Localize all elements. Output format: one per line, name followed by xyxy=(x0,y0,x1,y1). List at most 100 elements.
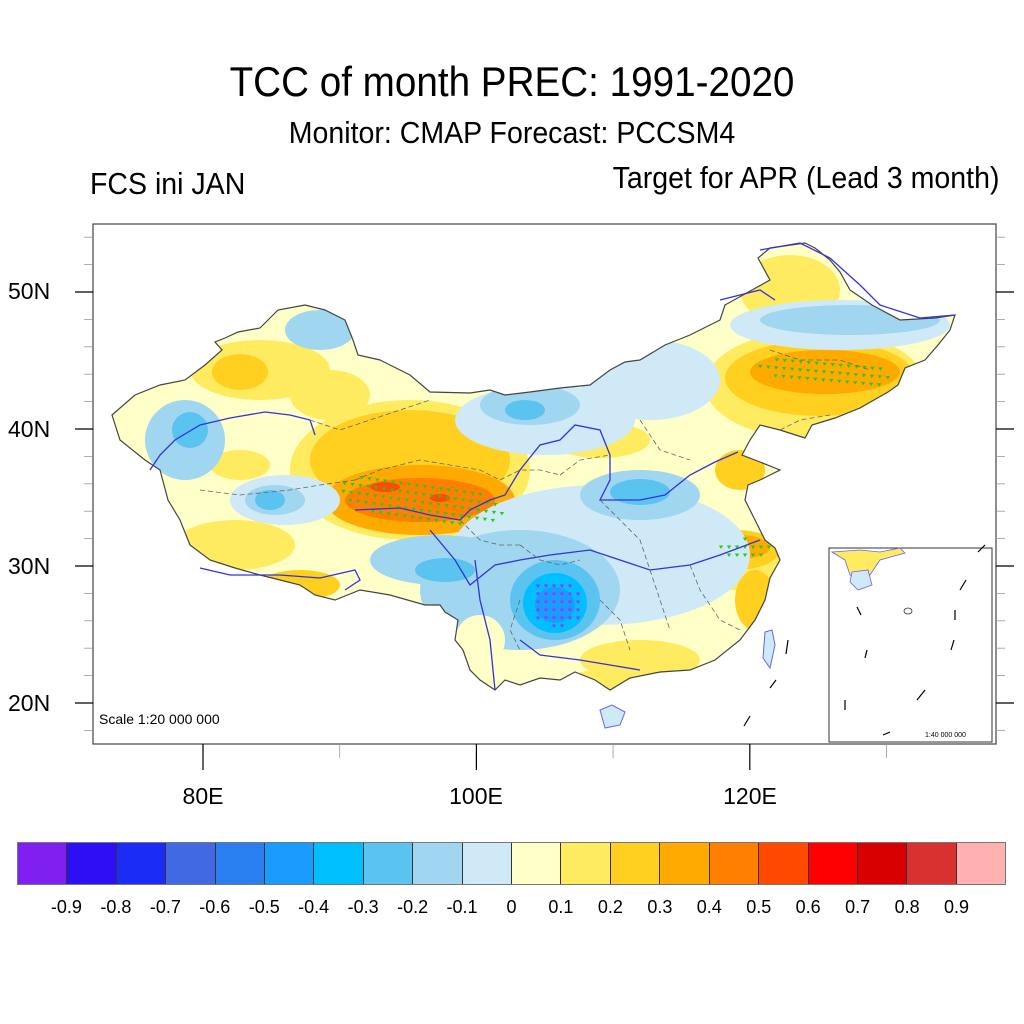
significance-marker xyxy=(773,366,779,370)
colorbar-swatch xyxy=(363,843,414,884)
field-patch xyxy=(535,587,575,623)
significance-marker xyxy=(349,490,354,495)
significance-marker xyxy=(758,553,764,557)
colorbar-swatch xyxy=(561,843,611,884)
colorbar-label: 0 xyxy=(506,897,517,917)
field-patch xyxy=(212,354,268,390)
field-patch xyxy=(290,370,370,420)
y-tick-label: 50N xyxy=(8,278,51,304)
significance-marker xyxy=(543,600,549,604)
significance-marker xyxy=(428,502,433,506)
significance-marker xyxy=(567,592,573,596)
colorbar-label: -0.2 xyxy=(397,897,429,917)
significance-marker xyxy=(750,553,756,557)
significance-marker xyxy=(797,368,803,372)
significance-marker xyxy=(388,496,394,500)
significance-marker xyxy=(445,496,450,500)
significance-marker xyxy=(427,509,432,514)
significance-marker xyxy=(396,497,402,502)
significance-marker xyxy=(372,494,378,498)
colorbar-swatch xyxy=(956,843,1006,884)
significance-marker xyxy=(444,504,449,508)
significance-marker xyxy=(758,364,763,369)
significance-marker xyxy=(374,486,379,490)
significance-marker xyxy=(491,510,497,515)
colorbar-swatch xyxy=(857,843,908,884)
colorbar-label: -0.5 xyxy=(248,897,280,917)
significance-marker xyxy=(484,501,490,506)
colorbar-swatch xyxy=(759,843,809,884)
significance-marker xyxy=(789,375,794,380)
colorbar-swatch xyxy=(67,843,117,884)
significance-marker xyxy=(829,379,834,383)
significance-marker xyxy=(718,545,724,549)
significance-marker xyxy=(402,514,407,519)
significance-marker xyxy=(781,374,786,379)
significance-marker xyxy=(773,374,778,378)
significance-marker xyxy=(766,365,771,370)
significance-marker xyxy=(477,500,482,505)
significance-marker xyxy=(366,485,371,489)
scale-label: Scale 1:20 000 000 xyxy=(99,711,220,727)
colorbar-swatch xyxy=(660,843,710,884)
significance-marker xyxy=(559,624,565,628)
significance-marker xyxy=(813,377,818,382)
significance-marker xyxy=(726,545,732,549)
significance-marker xyxy=(443,512,448,516)
significance-marker xyxy=(348,498,353,503)
significance-marker xyxy=(460,506,465,510)
significance-marker xyxy=(483,509,489,514)
significance-marker xyxy=(543,592,549,596)
colorbar-swatch xyxy=(808,843,858,884)
significance-marker xyxy=(478,492,483,497)
colorbar-label: -0.6 xyxy=(199,897,231,917)
x-tick-label: 120E xyxy=(723,783,777,809)
river-amur xyxy=(759,242,956,319)
significance-marker xyxy=(822,362,827,366)
significance-marker xyxy=(403,506,408,511)
river-tarim xyxy=(149,411,316,471)
colorbar-label: -0.1 xyxy=(446,897,478,917)
nine-dash-line xyxy=(743,639,789,727)
significance-marker xyxy=(853,373,859,377)
significance-marker xyxy=(398,481,404,486)
left-string: FCS ini JAN xyxy=(90,166,246,201)
colorbar-label: 0.8 xyxy=(894,897,920,917)
colorbar-label: 0.1 xyxy=(548,897,574,917)
significance-marker xyxy=(357,491,362,496)
field-patch xyxy=(505,400,545,420)
significance-marker xyxy=(356,499,361,504)
significance-marker xyxy=(535,592,541,596)
significance-marker xyxy=(551,592,557,596)
significance-marker xyxy=(535,608,541,612)
significance-marker xyxy=(877,375,882,379)
significance-marker xyxy=(436,503,441,507)
colorbar-label: 0.2 xyxy=(597,897,623,917)
field-patch xyxy=(210,450,270,480)
chart-title: TCC of month PREC: 1991-2020 xyxy=(229,58,795,105)
significance-marker xyxy=(837,371,843,376)
colorbar-swatch xyxy=(265,843,315,884)
significance-marker xyxy=(422,485,428,489)
significance-marker xyxy=(461,498,466,503)
significance-marker xyxy=(813,369,819,374)
x-tick-label: 100E xyxy=(449,783,503,809)
significance-marker xyxy=(370,510,376,514)
significance-marker xyxy=(860,381,866,386)
hainan-island xyxy=(599,704,626,729)
y-tick-label: 40N xyxy=(8,416,51,442)
significance-marker xyxy=(470,491,475,496)
colorbar-swatch xyxy=(314,843,364,884)
significance-marker xyxy=(551,624,557,628)
significance-marker xyxy=(862,365,867,370)
significance-marker xyxy=(381,487,387,491)
significance-marker xyxy=(454,489,459,494)
colorbar-swatch xyxy=(512,843,562,884)
significance-marker xyxy=(457,522,463,526)
significance-marker xyxy=(438,487,443,491)
colorbar-swatch xyxy=(18,843,68,884)
significance-marker xyxy=(462,490,467,495)
significance-marker xyxy=(821,370,827,374)
colorbar-label: 0.7 xyxy=(845,897,871,917)
colorbar-swatch xyxy=(413,843,463,884)
